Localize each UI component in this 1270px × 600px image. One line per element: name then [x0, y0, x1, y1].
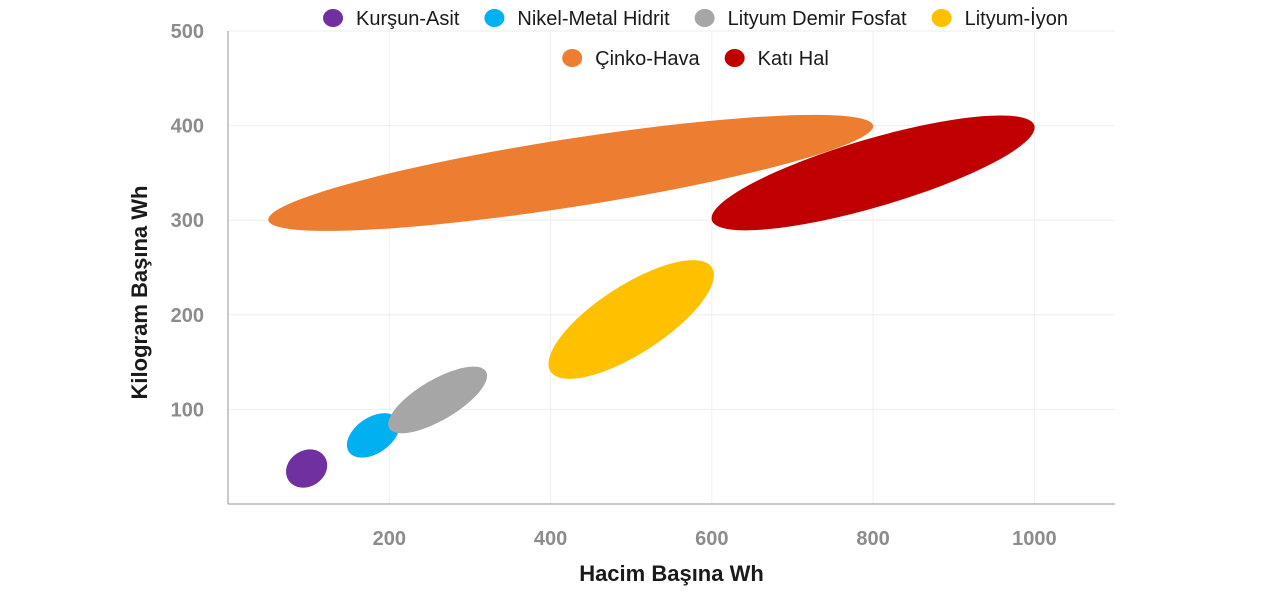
- y-tick-label: 400: [171, 116, 204, 138]
- legend-label: Nikel-Metal Hidrit: [517, 8, 670, 30]
- x-tick-label: 600: [695, 528, 728, 550]
- legend-item: Kurşun-Asit: [323, 8, 460, 30]
- legend-marker: [484, 9, 505, 27]
- x-tick-label: 1000: [1012, 528, 1057, 550]
- legend-item: Katı Hal: [724, 48, 829, 70]
- series-ellipse-kur-un-asit: [285, 449, 328, 488]
- legend-item: Çinko-Hava: [562, 48, 701, 70]
- y-tick-label: 500: [171, 21, 204, 43]
- series-ellipse-kat-hal: [711, 115, 1035, 231]
- series-ellipse-lityum-demir-fosfat: [388, 366, 488, 434]
- axes: [227, 31, 1115, 505]
- y-tick-label: 300: [171, 210, 204, 232]
- series-ellipse-lityum-i-yon: [548, 260, 714, 379]
- legend-marker: [724, 49, 745, 67]
- y-axis-title: Kilogram Başına Wh: [127, 186, 152, 400]
- series-ellipse--inko-hava: [268, 114, 874, 231]
- series-ellipse-nikel-metal-hidrit: [346, 413, 400, 458]
- legend-label: Lityum-İyon: [965, 7, 1068, 30]
- tick-labels: 200 400 600 800 1000 100 200 300 400 500: [171, 21, 1057, 550]
- legend-marker: [694, 9, 715, 27]
- legend-marker: [323, 9, 344, 27]
- legend-label: Çinko-Hava: [595, 48, 700, 70]
- y-tick-label: 100: [171, 399, 204, 421]
- legend-marker: [562, 49, 583, 67]
- x-tick-label: 800: [856, 528, 889, 550]
- x-axis-title: Hacim Başına Wh: [579, 561, 764, 586]
- x-tick-label: 400: [534, 528, 567, 550]
- legend-item: Lityum Demir Fosfat: [694, 8, 907, 30]
- x-tick-label: 200: [373, 528, 406, 550]
- legend-item: Nikel-Metal Hidrit: [484, 8, 670, 30]
- data-ellipses: [268, 114, 1035, 488]
- legend-marker: [931, 9, 952, 27]
- legend-label: Lityum Demir Fosfat: [728, 8, 907, 30]
- legend-item: Lityum-İyon: [931, 7, 1068, 30]
- legend-label: Katı Hal: [758, 48, 829, 70]
- y-tick-label: 200: [171, 305, 204, 327]
- legend-label: Kurşun-Asit: [356, 8, 460, 30]
- legend: Kurşun-Asit Nikel-Metal Hidrit Lityum Demi…: [323, 7, 1068, 70]
